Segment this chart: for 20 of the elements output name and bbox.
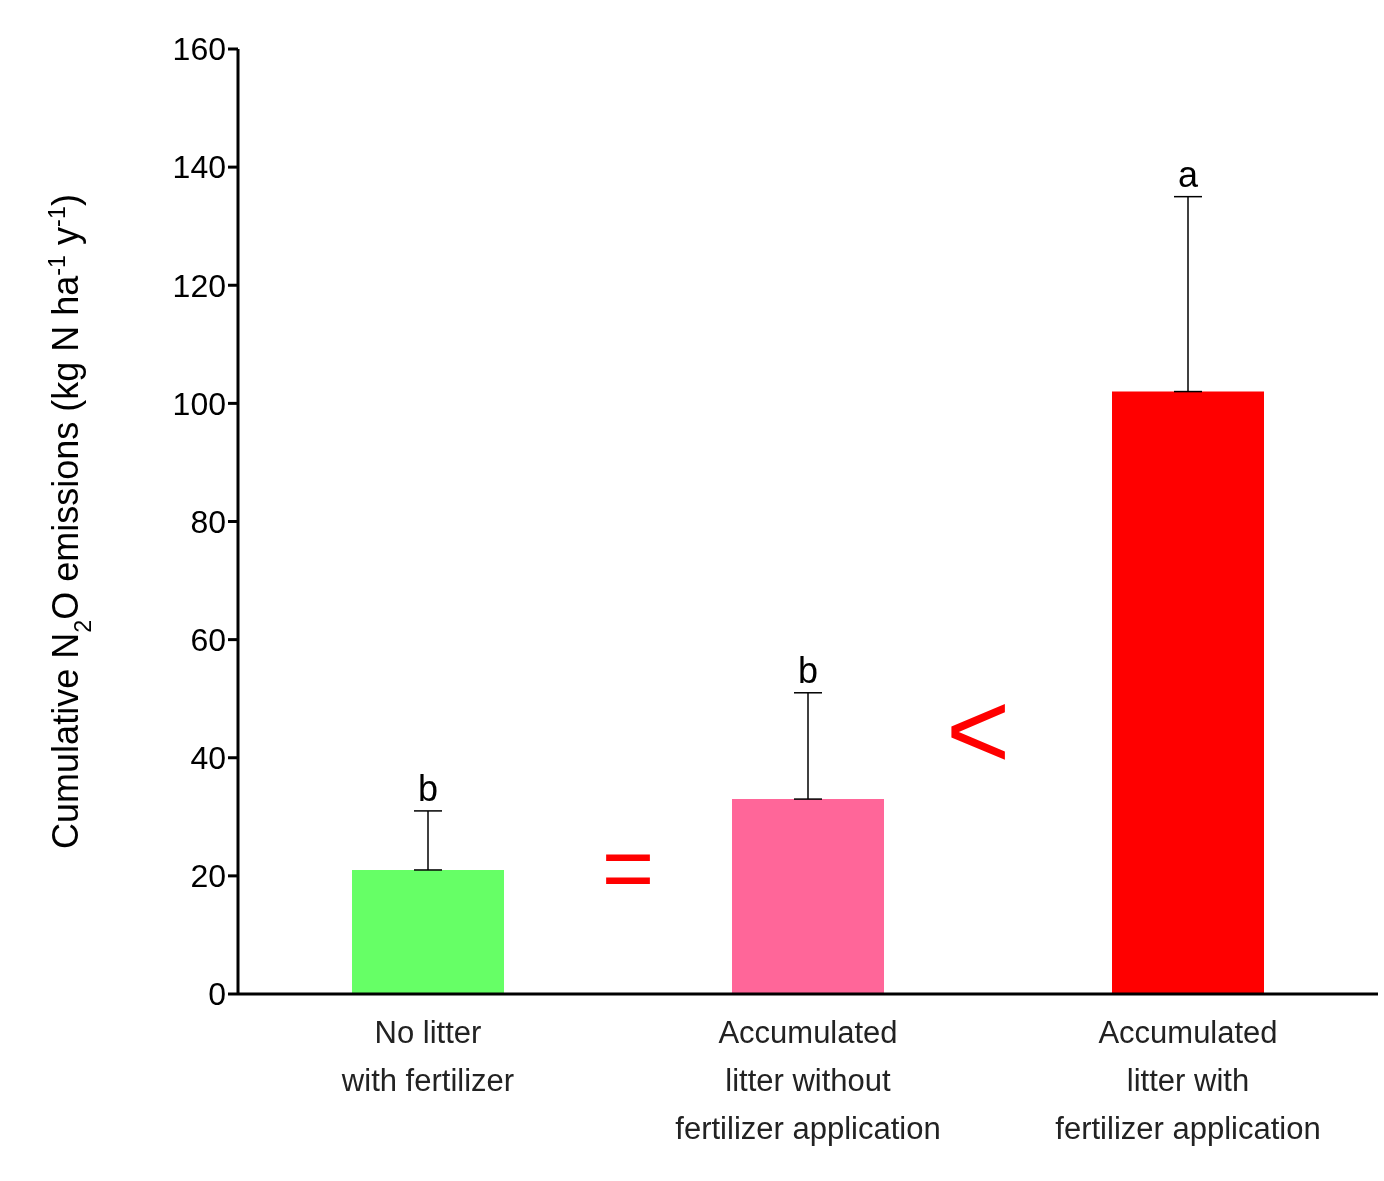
annotation: b <box>797 649 819 691</box>
x-tick-label: Accumulated litter with fertilizer application <box>1055 1015 1321 1147</box>
x-tick-label: No litter with fertilizer <box>340 1015 515 1099</box>
bar <box>352 869 504 994</box>
x-tick-label: Accumulated litter without fertilizer application <box>675 1015 941 1147</box>
y-tick-label: 120 <box>172 267 226 304</box>
y-tick-label: 40 <box>190 740 226 777</box>
y-tick-label: 80 <box>190 503 226 540</box>
y-tick-label: 20 <box>190 858 226 895</box>
y-tick-label: 140 <box>172 149 226 186</box>
y-tick-label: 100 <box>172 385 226 422</box>
y-tick-label: 60 <box>190 621 226 658</box>
annotation: a <box>1177 153 1199 195</box>
y-tick-label: 0 <box>208 976 226 1013</box>
bar <box>1112 391 1264 994</box>
y-tick-label: 160 <box>172 31 226 68</box>
annotation: < <box>945 667 1011 791</box>
annotation: b <box>417 767 439 809</box>
annotation: = <box>601 818 655 919</box>
bar <box>732 799 884 994</box>
